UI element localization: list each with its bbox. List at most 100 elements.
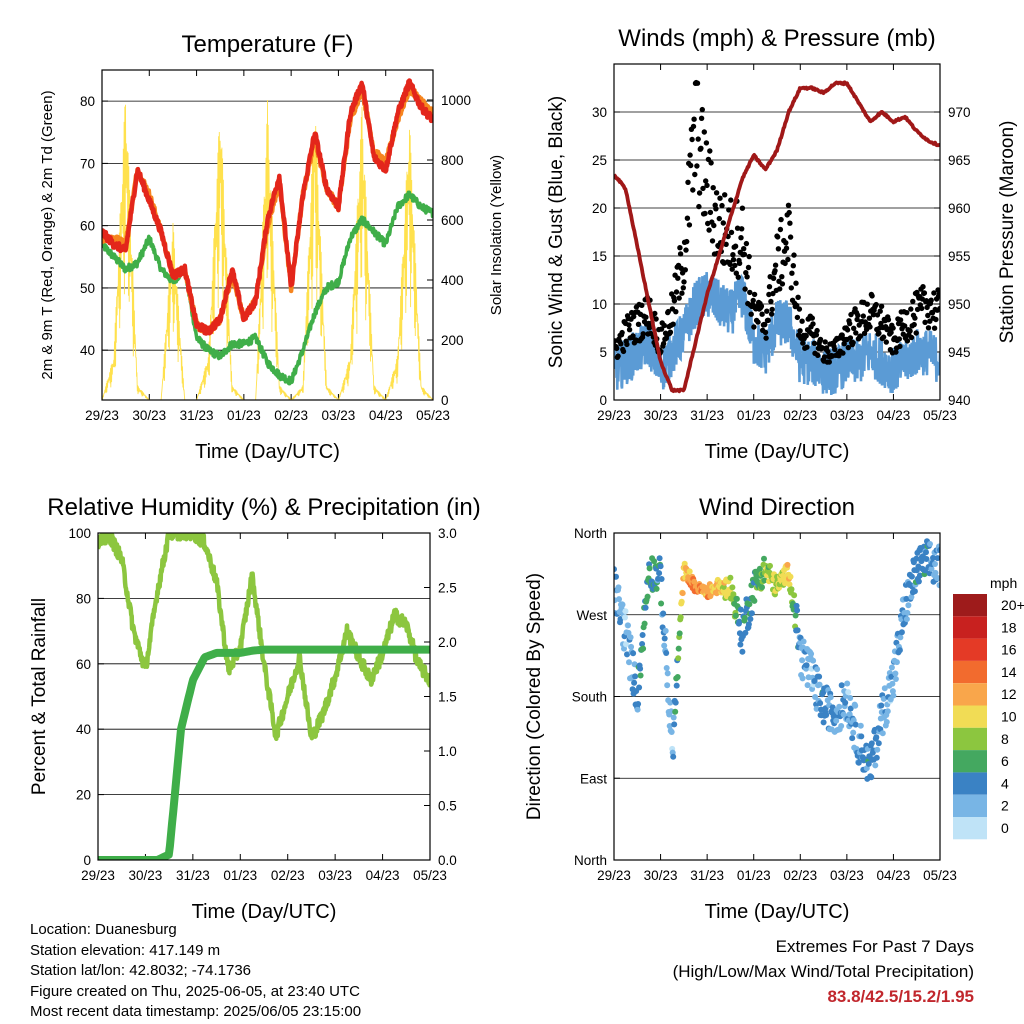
precip-line [98, 645, 430, 860]
gust-point [855, 312, 861, 318]
direction-point [653, 585, 660, 592]
x-axis-label: Time (Day/UTC) [192, 901, 337, 923]
y2-tick-label: 0 [441, 393, 449, 408]
x-tick-label: 31/23 [180, 408, 214, 423]
direction-point [932, 569, 939, 576]
gust-point [719, 202, 725, 209]
extremes-box: Extremes For Past 7 Days (High/Low/Max W… [673, 934, 974, 1009]
direction-point [872, 762, 879, 769]
gust-point [670, 321, 676, 327]
gust-point [822, 339, 828, 345]
y2-tick-label: 1.5 [438, 690, 457, 705]
direction-point [889, 680, 896, 687]
gust-point [908, 306, 914, 312]
direction-point [663, 665, 670, 671]
panel-1: Temperature (F)4050607080020040060080010… [39, 31, 505, 463]
direction-point [745, 621, 752, 628]
y2-tick-label: 940 [948, 393, 971, 408]
direction-point [623, 641, 629, 648]
gust-point [743, 270, 749, 276]
x-tick-label: 29/23 [597, 868, 631, 883]
direction-point [732, 612, 739, 619]
gust-point [904, 310, 910, 316]
direction-point [651, 558, 658, 565]
gust-point [682, 267, 688, 273]
gust-point [736, 260, 743, 266]
direction-point [672, 699, 679, 706]
direction-point [730, 591, 737, 598]
legend-swatch [953, 683, 987, 706]
gust-point [782, 260, 788, 267]
gust-point [681, 279, 687, 285]
direction-point [656, 555, 663, 562]
x-tick-label: 04/23 [877, 868, 911, 883]
gust-point [686, 222, 693, 228]
gust-point [928, 297, 934, 303]
gust-point [794, 314, 801, 321]
legend-title: mph [990, 575, 1017, 591]
direction-point [674, 674, 681, 680]
direction-point [836, 703, 843, 710]
gust-point [817, 336, 824, 343]
gust-point [845, 344, 851, 351]
direction-point [747, 616, 754, 622]
direction-point [794, 607, 801, 614]
gust-point [795, 294, 801, 300]
gust-point [797, 328, 803, 334]
plot-area [102, 78, 433, 400]
legend-label: 0 [1001, 820, 1009, 836]
direction-point [803, 662, 810, 669]
direction-point [668, 729, 675, 735]
x-tick-label: 03/23 [318, 868, 352, 883]
gust-point [804, 344, 810, 350]
gust-point [717, 195, 723, 201]
gust-point [902, 323, 908, 329]
pressure-line [614, 80, 940, 394]
y2-tick-label: 965 [948, 153, 971, 168]
plot-border [613, 63, 941, 401]
gust-point [851, 325, 857, 331]
x-tick-label: 30/23 [644, 868, 678, 883]
direction-point [804, 682, 811, 689]
direction-point [880, 695, 887, 702]
gust-point [698, 145, 704, 151]
direction-point [628, 643, 635, 650]
y2-tick-label: 1.0 [438, 744, 457, 759]
direction-point [737, 641, 744, 648]
gust-point [893, 349, 899, 355]
direction-point [808, 650, 815, 657]
legend-swatch [953, 616, 987, 639]
gust-point [741, 246, 747, 252]
gust-point [840, 350, 846, 356]
gust-point [640, 331, 646, 337]
gust-point [698, 115, 705, 122]
direction-point [729, 584, 736, 591]
direction-point [813, 705, 820, 712]
gust-point [691, 116, 697, 122]
direction-point [640, 645, 647, 652]
direction-point [678, 598, 685, 605]
gust-point [770, 290, 776, 297]
gust-point [936, 291, 940, 297]
gust-point [794, 302, 800, 309]
direction-point [748, 610, 755, 617]
direction-point [833, 717, 840, 724]
gust-point [783, 245, 790, 251]
gust-point [779, 274, 785, 280]
direction-point [637, 672, 644, 679]
recent-timestamp: Most recent data timestamp: 2025/06/05 2… [30, 1003, 362, 1020]
x-tick-label: 04/23 [877, 408, 911, 423]
direction-point [761, 577, 768, 584]
gust-point [713, 190, 720, 196]
direction-point [661, 642, 668, 649]
direction-point [846, 711, 853, 718]
gust-point [723, 241, 729, 247]
gust-point [874, 312, 881, 318]
temp-2m-line [102, 78, 433, 336]
direction-point [892, 676, 899, 682]
plot-area [98, 533, 430, 860]
direction-point [923, 556, 930, 562]
gust-point [699, 106, 705, 113]
gust-point [775, 246, 782, 252]
x-tick-label: 01/23 [223, 868, 257, 883]
